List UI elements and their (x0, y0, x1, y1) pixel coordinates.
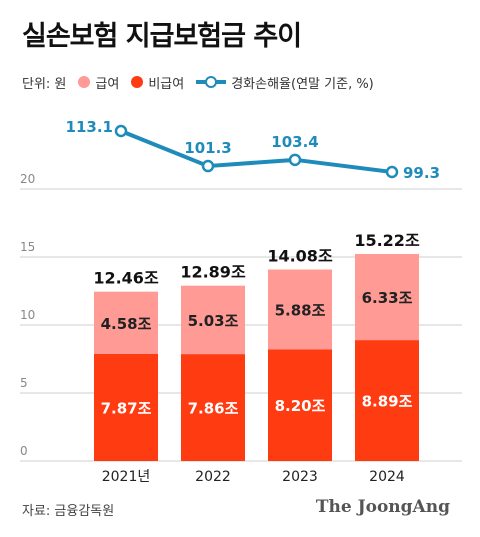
bar-nonbenefit (268, 349, 332, 461)
legend-label-benefit: 급여 (95, 76, 120, 92)
source-note: 자료: 금융감독원 (22, 504, 115, 519)
bar-value-nonbenefit: 8.89조 (362, 393, 413, 411)
bar-nonbenefit (181, 354, 245, 461)
bar-nonbenefit (94, 353, 158, 461)
unit-label: 단위: 원 (22, 76, 67, 92)
bar-total-label: 15.22조 (354, 231, 420, 250)
bar-total-label: 12.89조 (180, 263, 246, 282)
publisher-logo: The JoongAng (315, 497, 450, 517)
y-tick-label: 5 (20, 376, 28, 390)
bar-benefit (355, 254, 419, 341)
x-tick-label: 2024 (369, 469, 405, 485)
loss-ratio-label: 101.3 (184, 139, 231, 157)
bar-total-label: 14.08조 (267, 247, 333, 266)
legend-swatch-loss-ratio (196, 76, 227, 88)
legend-swatch-nonbenefit (131, 76, 144, 88)
bar-nonbenefit (355, 340, 419, 461)
loss-ratio-line (120, 129, 393, 174)
bar-benefit (181, 285, 245, 355)
y-tick-label: 0 (20, 444, 28, 458)
x-tick-label: 2023 (282, 469, 318, 485)
y-tick-label: 10 (20, 308, 35, 322)
bar-value-benefit: 5.03조 (188, 312, 239, 330)
bar-benefit (94, 291, 158, 354)
loss-ratio-point (114, 124, 128, 138)
loss-ratio-point (201, 159, 215, 173)
y-tick-label: 20 (20, 172, 35, 186)
loss-ratio-point (288, 153, 302, 167)
loss-ratio-label: 103.4 (271, 133, 318, 151)
bar-value-benefit: 4.58조 (101, 315, 152, 333)
chart-title: 실손보험 지급보험금 추이 (22, 21, 302, 52)
y-tick-label: 15 (20, 240, 35, 254)
legend-label-loss-ratio: 경화손해율(연말 기준, %) (231, 76, 374, 92)
x-tick-label: 2022 (195, 469, 231, 485)
bar-benefit (268, 269, 332, 350)
loss-ratio-point (385, 165, 399, 179)
x-tick-label: 2021년 (102, 469, 151, 485)
legend-swatch-benefit (78, 76, 91, 88)
bar-total-label: 12.46조 (93, 269, 159, 288)
bar-value-benefit: 5.88조 (275, 301, 326, 319)
bar-value-nonbenefit: 7.87조 (101, 399, 152, 417)
loss-ratio-label: 99.3 (403, 164, 440, 182)
loss-ratio-label: 113.1 (66, 118, 113, 136)
legend-label-nonbenefit: 비급여 (148, 76, 185, 92)
bar-value-nonbenefit: 7.86조 (188, 400, 239, 418)
legend: 단위: 원 급여 비급여 경화손해율(연말 기준, %) (22, 70, 374, 94)
bar-value-benefit: 6.33조 (362, 289, 413, 307)
bar-value-nonbenefit: 8.20조 (275, 397, 326, 415)
